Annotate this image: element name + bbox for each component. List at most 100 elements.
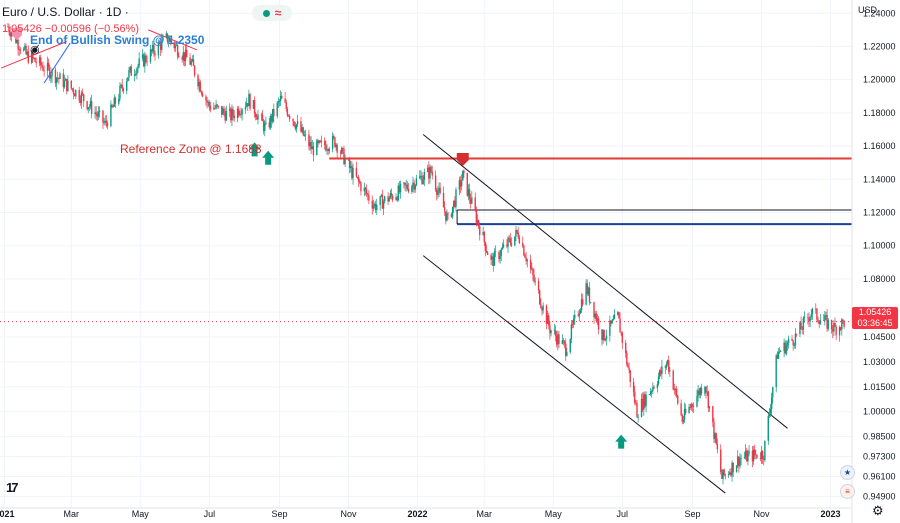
candle-body <box>453 200 455 207</box>
candle <box>256 113 258 120</box>
candle <box>225 105 227 122</box>
candle <box>453 200 455 213</box>
candle <box>665 361 668 371</box>
candle <box>81 88 84 97</box>
candle <box>643 391 645 416</box>
candle-body <box>518 237 521 244</box>
candle-body <box>645 394 647 407</box>
candle-body <box>414 185 416 190</box>
candle <box>18 46 20 57</box>
candle <box>704 385 706 396</box>
candle-body <box>477 220 480 227</box>
candle <box>570 319 573 344</box>
candle <box>33 57 35 60</box>
candle <box>407 183 410 194</box>
candle <box>767 413 769 446</box>
candle <box>454 196 456 209</box>
candle <box>723 468 725 477</box>
candle-body <box>429 166 431 179</box>
candle-body <box>225 110 227 121</box>
candle <box>550 329 552 337</box>
eu-flag-icon[interactable]: ★ <box>840 465 855 480</box>
candle <box>389 189 392 200</box>
candle <box>498 250 500 263</box>
candle <box>697 385 699 402</box>
candle-body <box>832 329 834 332</box>
candle <box>304 129 307 141</box>
candle <box>486 250 489 256</box>
candle-body <box>727 474 730 475</box>
indicator-toggle[interactable]: ≈ <box>252 5 292 21</box>
candle <box>90 95 93 119</box>
candle <box>152 40 154 54</box>
gear-icon[interactable]: ⚙ <box>872 503 884 518</box>
candle <box>672 369 674 391</box>
candle <box>191 55 194 63</box>
candle <box>288 114 291 123</box>
candle-body <box>406 184 409 189</box>
candle <box>398 180 401 195</box>
candle <box>611 318 613 324</box>
candle-body <box>389 193 392 198</box>
candle-body <box>442 192 445 208</box>
candle-body <box>324 140 326 146</box>
candle-body <box>88 106 91 108</box>
candle <box>278 99 281 107</box>
candle-body <box>87 107 89 110</box>
candle <box>727 471 730 478</box>
candle-body <box>572 318 575 325</box>
currency-label[interactable]: USD <box>858 5 878 15</box>
candle <box>628 362 630 374</box>
candle <box>167 35 170 48</box>
candle <box>97 106 100 120</box>
candle <box>426 164 429 173</box>
time-tick-label: Jul <box>204 509 216 519</box>
candle <box>245 97 248 108</box>
candle-body <box>159 43 162 50</box>
candle <box>384 195 386 204</box>
candle-body <box>739 458 741 467</box>
candle <box>445 211 447 225</box>
candle-body <box>270 115 273 122</box>
candle-body <box>490 254 492 260</box>
candle-body <box>70 80 72 89</box>
candle-body <box>114 97 117 104</box>
tradingview-logo-icon[interactable]: 17 <box>6 480 19 495</box>
candle <box>178 52 180 59</box>
candle-body <box>566 352 568 356</box>
candle-body <box>534 280 536 282</box>
us-flag-icon[interactable]: ≡ <box>840 484 855 499</box>
channel-lower-line <box>422 255 726 494</box>
candle-body <box>71 88 74 90</box>
candle-body <box>214 108 216 109</box>
candle-body <box>697 390 699 396</box>
candle <box>683 402 686 424</box>
green-up-arrow-icon <box>248 142 261 157</box>
candle-body <box>658 370 661 377</box>
candle <box>102 109 104 130</box>
candle <box>159 41 162 56</box>
candle-body <box>73 94 76 97</box>
candle-body <box>634 392 636 403</box>
candle <box>585 279 587 306</box>
candle-body <box>288 115 291 119</box>
candle-body <box>228 108 231 111</box>
candle-body <box>649 391 652 395</box>
candle-body <box>720 449 722 472</box>
candle-body <box>296 121 299 125</box>
eye-hidden-icon[interactable]: ◉̸ <box>30 44 40 56</box>
candle <box>130 64 132 76</box>
candle-body <box>706 391 708 393</box>
candle <box>802 315 805 335</box>
candle-body <box>629 370 631 382</box>
candle-body <box>279 95 282 101</box>
candle-body <box>372 205 375 209</box>
candle <box>680 399 682 417</box>
candle <box>475 206 478 227</box>
candle <box>731 460 733 482</box>
candle <box>692 402 695 414</box>
candle-body <box>542 305 544 311</box>
candle-body <box>405 184 407 186</box>
candle-body <box>395 197 397 200</box>
